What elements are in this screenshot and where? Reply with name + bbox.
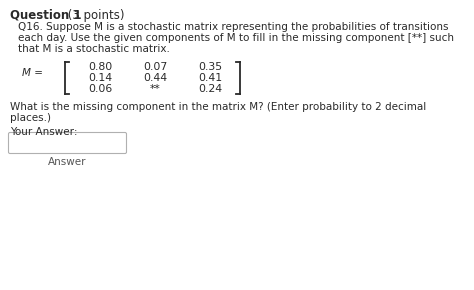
- Text: What is the missing component in the matrix M? (Enter probability to 2 decimal: What is the missing component in the mat…: [10, 102, 426, 112]
- Text: 0.06: 0.06: [88, 84, 112, 94]
- Text: each day. Use the given components of M to fill in the missing component [**] su: each day. Use the given components of M …: [18, 33, 454, 43]
- Text: **: **: [150, 84, 160, 94]
- Text: (3 points): (3 points): [64, 9, 125, 22]
- Text: Answer: Answer: [48, 157, 87, 167]
- Text: 0.44: 0.44: [143, 73, 167, 83]
- Text: 0.41: 0.41: [198, 73, 222, 83]
- Text: that M is a stochastic matrix.: that M is a stochastic matrix.: [18, 44, 170, 54]
- Text: 0.14: 0.14: [88, 73, 112, 83]
- Text: 0.07: 0.07: [143, 62, 167, 72]
- Text: M =: M =: [22, 68, 46, 78]
- FancyBboxPatch shape: [9, 133, 127, 153]
- Text: places.): places.): [10, 113, 51, 123]
- Text: 0.24: 0.24: [198, 84, 222, 94]
- Text: 0.80: 0.80: [88, 62, 112, 72]
- Text: Question 1: Question 1: [10, 9, 82, 22]
- Text: Q16. Suppose M is a stochastic matrix representing the probabilities of transiti: Q16. Suppose M is a stochastic matrix re…: [18, 22, 448, 32]
- Text: 0.35: 0.35: [198, 62, 222, 72]
- Text: Your Answer:: Your Answer:: [10, 127, 78, 137]
